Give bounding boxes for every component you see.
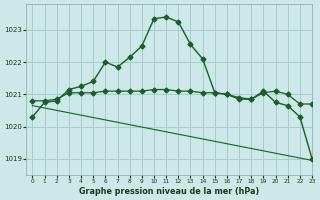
X-axis label: Graphe pression niveau de la mer (hPa): Graphe pression niveau de la mer (hPa): [79, 187, 259, 196]
